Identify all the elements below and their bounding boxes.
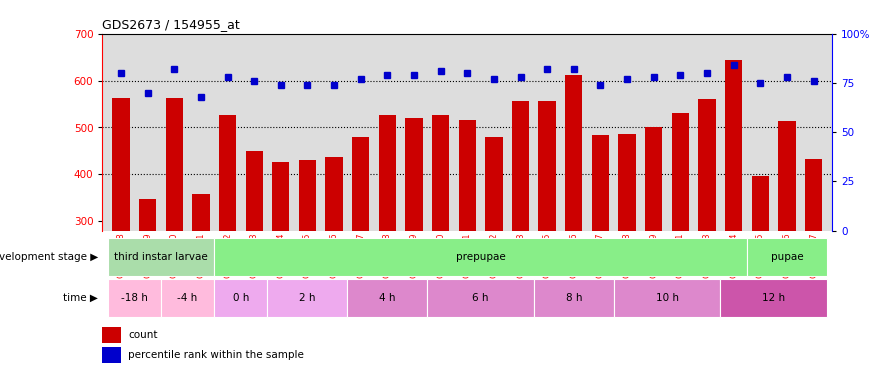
Bar: [352, 137, 369, 362]
Text: 8 h: 8 h: [565, 293, 582, 303]
Bar: [139, 199, 157, 362]
Bar: [214, 279, 268, 317]
Bar: [432, 115, 449, 362]
Bar: [614, 279, 720, 317]
Bar: [751, 176, 769, 362]
Bar: [102, 347, 121, 363]
Bar: [720, 279, 827, 317]
Bar: [725, 60, 742, 362]
Bar: [565, 75, 582, 362]
Bar: [108, 238, 214, 276]
Bar: [268, 279, 347, 317]
Text: third instar larvae: third instar larvae: [114, 252, 208, 262]
Text: development stage ▶: development stage ▶: [0, 252, 98, 262]
Bar: [112, 98, 130, 362]
Text: 0 h: 0 h: [232, 293, 249, 303]
Text: 10 h: 10 h: [656, 293, 678, 303]
Bar: [166, 98, 183, 362]
Bar: [299, 160, 316, 362]
Bar: [326, 157, 343, 362]
Text: -18 h: -18 h: [121, 293, 148, 303]
Bar: [192, 194, 209, 362]
Text: 12 h: 12 h: [762, 293, 785, 303]
Text: count: count: [128, 330, 158, 340]
Text: 6 h: 6 h: [473, 293, 489, 303]
Bar: [458, 120, 476, 362]
Bar: [805, 159, 822, 362]
Bar: [347, 279, 427, 317]
Text: 4 h: 4 h: [379, 293, 395, 303]
Bar: [161, 279, 214, 317]
Text: 2 h: 2 h: [299, 293, 316, 303]
Bar: [272, 162, 289, 362]
Bar: [485, 137, 503, 362]
Bar: [538, 101, 556, 362]
Bar: [592, 135, 609, 362]
Text: time ▶: time ▶: [63, 293, 98, 303]
Bar: [427, 279, 534, 317]
Bar: [512, 101, 530, 362]
Text: -4 h: -4 h: [177, 293, 198, 303]
Text: percentile rank within the sample: percentile rank within the sample: [128, 350, 303, 360]
Text: GDS2673 / 154955_at: GDS2673 / 154955_at: [102, 18, 240, 31]
Text: pupae: pupae: [771, 252, 803, 262]
Bar: [699, 99, 716, 362]
Text: prepupae: prepupae: [456, 252, 506, 262]
Bar: [619, 134, 635, 362]
Bar: [405, 118, 423, 362]
Bar: [108, 279, 161, 317]
Bar: [102, 327, 121, 343]
Bar: [246, 152, 263, 362]
Bar: [219, 115, 236, 362]
Bar: [645, 128, 662, 362]
Bar: [672, 113, 689, 362]
Bar: [747, 238, 827, 276]
Bar: [214, 238, 747, 276]
Bar: [778, 122, 796, 362]
Bar: [378, 115, 396, 362]
Bar: [534, 279, 614, 317]
